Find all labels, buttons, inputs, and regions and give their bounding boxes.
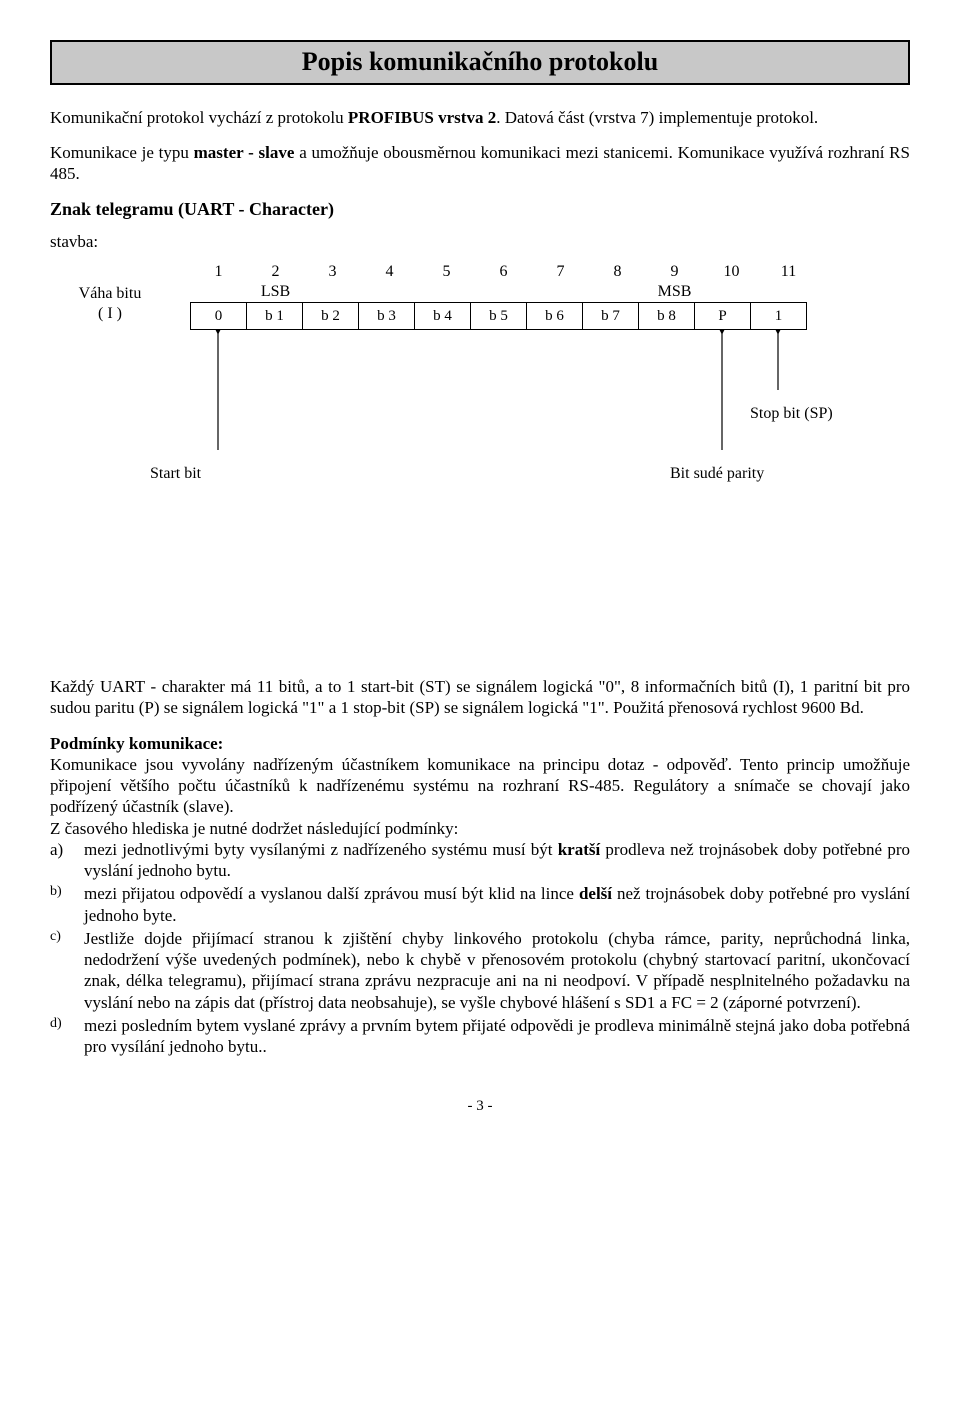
uart-description: Každý UART - charakter má 11 bitů, a to … [50,676,910,719]
podminky-block: Podmínky komunikace: Komunikace jsou vyv… [50,733,910,839]
podminky-head: Podmínky komunikace: [50,734,223,753]
lsb-row: LSB MSB [190,282,910,302]
bit-cell: b 3 [358,302,415,330]
num-cell: 7 [532,262,589,282]
bit-cell: 0 [190,302,247,330]
bit-cell: b 7 [582,302,639,330]
text-d: mezi posledním bytem vyslané zprávy a pr… [84,1015,910,1058]
bit-cell: b 4 [414,302,471,330]
list-item-a: a) mezi jednotlivými byty vysílanými z n… [50,839,910,882]
num-cell: 11 [760,262,817,282]
lsb-cell [760,282,817,302]
bit-cell: 1 [750,302,807,330]
page-number: - 3 - [50,1097,910,1116]
text-c: Jestliže dojde přijímací stranou k zjišt… [84,928,910,1013]
num-cell: 5 [418,262,475,282]
lsb-cell [589,282,646,302]
vaha-label: Váha bitu ( I ) [50,284,170,324]
b-pre: mezi přijatou odpovědí a vyslanou další … [84,884,579,903]
marker-d: d) [50,1015,84,1058]
text-a: mezi jednotlivými byty vysílanými z nadř… [84,839,910,882]
intro-para-1: Komunikační protokol vychází z protokolu… [50,107,910,128]
num-cell: 3 [304,262,361,282]
stavba-label: stavba: [50,231,910,252]
intro-para-2: Komunikace je typu master - slave a umož… [50,142,910,185]
lsb-cell [532,282,589,302]
lsb-cell: LSB [247,282,304,302]
uart-heading: Znak telegramu (UART - Character) [50,198,910,221]
marker-b: b) [50,883,84,926]
lsb-cell [418,282,475,302]
num-cell: 10 [703,262,760,282]
num-cell: 4 [361,262,418,282]
list-item-b: b) mezi přijatou odpovědí a vyslanou dal… [50,883,910,926]
num-cell: 9 [646,262,703,282]
intro1-pre: Komunikační protokol vychází z protokolu [50,108,348,127]
b-bold: delší [579,884,612,903]
bit-cell: b 2 [302,302,359,330]
a-bold: kratší [558,840,601,859]
vaha-line1: Váha bitu [50,284,170,304]
uart-diagram: Váha bitu ( I ) 1234567891011 LSBMSB 0b … [50,262,910,650]
intro1-bold: PROFIBUS vrstva 2 [348,108,496,127]
bit-cell: b 1 [246,302,303,330]
list-item-d: d) mezi posledním bytem vyslané zprávy a… [50,1015,910,1058]
lsb-cell: MSB [646,282,703,302]
lsb-cell [703,282,760,302]
num-cell: 6 [475,262,532,282]
bit-row: 0b 1b 2b 3b 4b 5b 6b 7b 8P1 [190,302,910,330]
lsb-cell [475,282,532,302]
intro2-bold: master - slave [194,143,295,162]
parity-bit-label: Bit sudé parity [670,464,764,484]
marker-c: c) [50,928,84,1013]
vaha-line2: ( I ) [50,304,170,324]
bit-cell: P [694,302,751,330]
text-b: mezi přijatou odpovědí a vyslanou další … [84,883,910,926]
intro2-pre: Komunikace je typu [50,143,194,162]
stop-bit-label: Stop bit (SP) [750,404,833,424]
a-pre: mezi jednotlivými byty vysílanými z nadř… [84,840,558,859]
bit-cell: b 6 [526,302,583,330]
page-title: Popis komunikačního protokolu [50,40,910,85]
lsb-cell [361,282,418,302]
num-cell: 1 [190,262,247,282]
podminky-p1: Komunikace jsou vyvolány nadřízeným účas… [50,755,910,817]
intro1-post: . Datová část (vrstva 7) implementuje pr… [496,108,818,127]
bit-cell: b 8 [638,302,695,330]
num-cell: 2 [247,262,304,282]
number-row: 1234567891011 [190,262,910,282]
lsb-cell [190,282,247,302]
list-item-c: c) Jestliže dojde přijímací stranou k zj… [50,928,910,1013]
marker-a: a) [50,839,84,882]
lsb-cell [304,282,361,302]
podminky-p2: Z časového hlediska je nutné dodržet nás… [50,819,458,838]
num-cell: 8 [589,262,646,282]
start-bit-label: Start bit [150,464,201,484]
bit-cell: b 5 [470,302,527,330]
